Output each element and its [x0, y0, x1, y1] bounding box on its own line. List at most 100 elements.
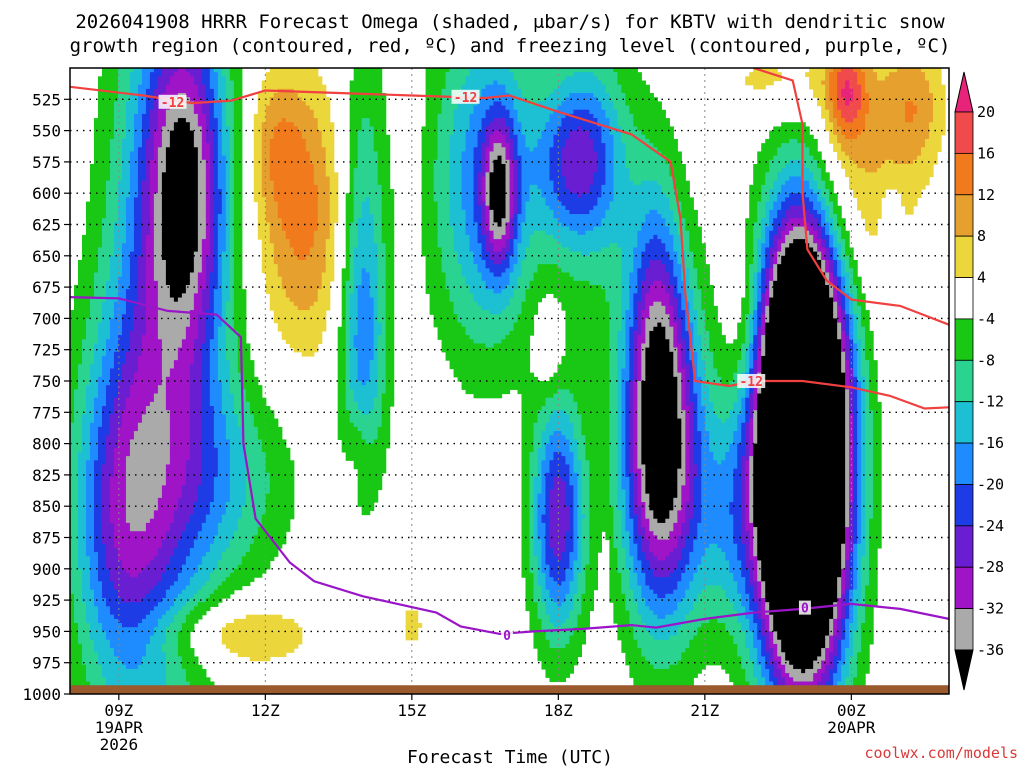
omega-cell [525, 76, 530, 81]
omega-cell [478, 81, 483, 86]
omega-cell [198, 85, 203, 90]
omega-cell [593, 101, 598, 106]
omega-cell [933, 76, 938, 81]
omega-cell [929, 85, 934, 90]
omega-cell [198, 76, 203, 81]
omega-cell [202, 114, 207, 119]
omega-cell [466, 72, 471, 77]
omega-cell [937, 97, 942, 102]
omega-cell [362, 81, 367, 86]
omega-cell [893, 93, 898, 98]
omega-cell [230, 76, 235, 81]
omega-cell [98, 110, 103, 115]
omega-cell [494, 106, 499, 111]
omega-cell [146, 72, 151, 77]
omega-cell [877, 72, 882, 77]
omega-cell [829, 101, 834, 106]
omega-cell [426, 110, 431, 115]
omega-cell [889, 85, 894, 90]
omega-cell [474, 72, 479, 77]
omega-cell [230, 93, 235, 98]
omega-cell [430, 85, 435, 90]
omega-cell [458, 106, 463, 111]
omega-cell [222, 85, 227, 90]
omega-cell [430, 101, 435, 106]
omega-cell [510, 89, 515, 94]
omega-cell [302, 72, 307, 77]
omega-cell [929, 89, 934, 94]
omega-cell [521, 72, 526, 77]
omega-cell [549, 76, 554, 81]
omega-cell [589, 76, 594, 81]
omega-cell [266, 106, 271, 111]
omega-cell [174, 89, 179, 94]
omega-cell [450, 72, 455, 77]
omega-cell [837, 101, 842, 106]
omega-cell [146, 76, 151, 81]
omega-cell [745, 76, 750, 81]
omega-cell [238, 85, 243, 90]
omega-cell [861, 81, 866, 86]
omega-cell [362, 76, 367, 81]
omega-cell [825, 85, 830, 90]
omega-cell [905, 81, 910, 86]
omega-cell [306, 106, 311, 111]
omega-cell [370, 81, 375, 86]
omega-cell [829, 81, 834, 86]
omega-cell [577, 101, 582, 106]
omega-cell [98, 93, 103, 98]
omega-cell [817, 85, 822, 90]
omega-cell [146, 106, 151, 111]
omega-cell [494, 85, 499, 90]
omega-cell [142, 101, 147, 106]
omega-cell [358, 81, 363, 86]
omega-cell [565, 76, 570, 81]
omega-cell [326, 106, 331, 111]
omega-cell [370, 72, 375, 77]
omega-cell [625, 81, 630, 86]
omega-cell [653, 106, 658, 111]
omega-cell [258, 97, 263, 102]
omega-cell [506, 106, 511, 111]
omega-cell [929, 106, 934, 111]
omega-cell [593, 106, 598, 111]
omega-cell [585, 85, 590, 90]
omega-cell [218, 106, 223, 111]
omega-cell [210, 106, 215, 111]
omega-cell [358, 72, 363, 77]
omega-cell [521, 106, 526, 111]
omega-cell [589, 93, 594, 98]
omega-cell [258, 110, 263, 115]
omega-cell [533, 97, 538, 102]
omega-cell [214, 85, 219, 90]
omega-cell [302, 85, 307, 90]
omega-cell [454, 85, 459, 90]
omega-cell [897, 97, 902, 102]
omega-cell [194, 72, 199, 77]
omega-cell [286, 97, 291, 102]
omega-cell [110, 106, 115, 111]
omega-cell [589, 81, 594, 86]
omega-cell [158, 89, 163, 94]
omega-cell [106, 110, 111, 115]
omega-cell [545, 85, 550, 90]
omega-cell [114, 81, 119, 86]
omega-cell [641, 89, 646, 94]
omega-cell [933, 93, 938, 98]
omega-cell [374, 72, 379, 77]
omega-cell [917, 110, 922, 115]
omega-cell [138, 72, 143, 77]
omega-cell [869, 89, 874, 94]
omega-cell [573, 81, 578, 86]
omega-cell [933, 85, 938, 90]
omega-cell [913, 106, 918, 111]
omega-cell [186, 106, 191, 111]
omega-cell [941, 93, 946, 98]
omega-cell [545, 81, 550, 86]
omega-cell [478, 85, 483, 90]
omega-cell [378, 81, 383, 86]
omega-cell [194, 114, 199, 119]
omega-cell [190, 81, 195, 86]
omega-cell [845, 106, 850, 111]
omega-cell [354, 81, 359, 86]
